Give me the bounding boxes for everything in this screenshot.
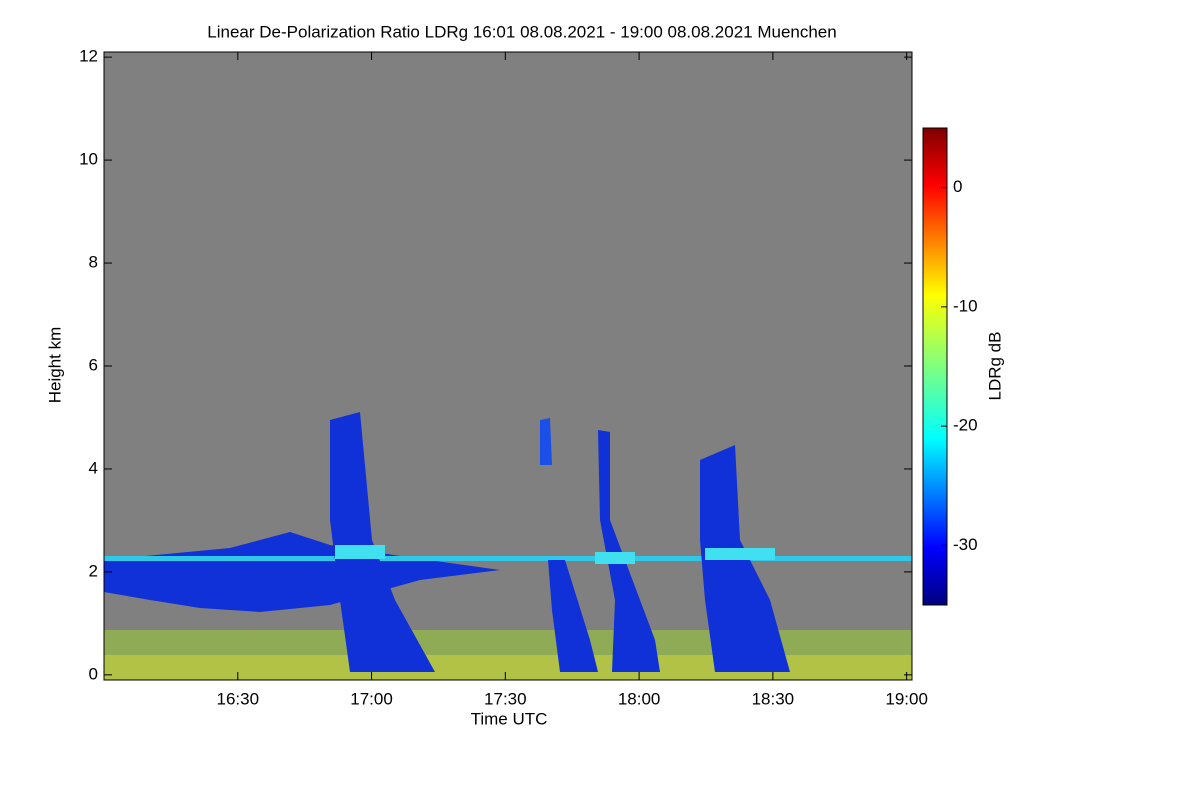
bright-band bbox=[595, 552, 635, 564]
bright-band bbox=[335, 545, 385, 559]
colorbar-tick-label: -20 bbox=[953, 416, 978, 435]
x-axis-label: Time UTC bbox=[471, 709, 548, 728]
x-tick-label: 17:30 bbox=[484, 689, 527, 708]
colorbar-tick-label: -10 bbox=[953, 296, 978, 315]
colorbar-label: LDRg dB bbox=[985, 332, 1004, 401]
y-axis-label: Height km bbox=[45, 327, 64, 404]
plume bbox=[598, 430, 660, 672]
colorbar-tick-label: -30 bbox=[953, 535, 978, 554]
aerosol-layer bbox=[104, 532, 500, 612]
y-tick-label: 0 bbox=[89, 664, 98, 683]
layer-top bbox=[104, 556, 912, 561]
plume bbox=[540, 418, 552, 465]
y-tick-label: 10 bbox=[79, 150, 98, 169]
y-tick-label: 8 bbox=[89, 253, 98, 272]
y-tick-label: 12 bbox=[79, 47, 98, 66]
y-tick-label: 2 bbox=[89, 561, 98, 580]
ground-clutter bbox=[104, 655, 912, 680]
y-tick-label: 6 bbox=[89, 355, 98, 374]
plume bbox=[548, 560, 598, 672]
x-tick-label: 18:30 bbox=[752, 689, 795, 708]
plume bbox=[330, 412, 435, 672]
y-tick-label: 4 bbox=[89, 458, 98, 477]
echo-features bbox=[104, 412, 912, 680]
x-tick-label: 17:00 bbox=[350, 689, 393, 708]
chart-title: Linear De-Polarization Ratio LDRg 16:01 … bbox=[207, 22, 836, 41]
x-tick-label: 18:00 bbox=[618, 689, 661, 708]
x-tick-label: 16:30 bbox=[217, 689, 260, 708]
bright-band bbox=[705, 548, 775, 560]
colorbar-tick-label: 0 bbox=[953, 177, 962, 196]
colorbar bbox=[922, 127, 948, 606]
x-tick-label: 19:00 bbox=[885, 689, 928, 708]
